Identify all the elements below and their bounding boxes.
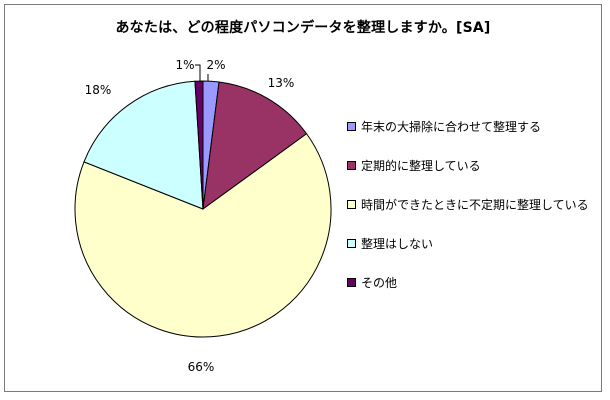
slice-data-label: 2% <box>206 58 225 72</box>
legend-item: 定期的に整理している <box>347 157 481 174</box>
slice-data-label: 66% <box>188 360 215 374</box>
pie-slice <box>202 81 308 211</box>
chart-frame: あなたは、どの程度パソコンデータを整理しますか。[SA] 2% 13% 66% 18%… <box>4 4 602 392</box>
legend-swatch <box>347 278 356 287</box>
legend-swatch <box>347 161 356 170</box>
legend-item: その他 <box>347 274 397 291</box>
pie-slice <box>194 80 204 210</box>
chart-title: あなたは、どの程度パソコンデータを整理しますか。[SA] <box>115 20 491 36</box>
pie-slice <box>83 80 204 210</box>
legend-swatch <box>347 239 356 248</box>
legend-label: 整理はしない <box>361 237 434 251</box>
slice-data-label: 18% <box>85 83 112 97</box>
slice-data-label: 13% <box>268 76 295 90</box>
legend-label: 年末の大掃除に合わせて整理する <box>361 120 542 134</box>
pie-slice <box>74 133 332 338</box>
legend-swatch <box>347 200 356 209</box>
legend-item: 年末の大掃除に合わせて整理する <box>347 118 541 135</box>
legend-label: 定期的に整理している <box>361 159 481 173</box>
legend-label: 時間ができたときに不定期に整理している <box>361 198 589 212</box>
legend-label: その他 <box>361 276 398 290</box>
legend-item: 整理はしない <box>347 235 433 252</box>
legend-item: 時間ができたときに不定期に整理している <box>347 196 589 213</box>
legend-swatch <box>347 122 356 131</box>
leader-line <box>195 64 201 81</box>
pie-chart: 2% 13% 66% 18% 1% <box>74 58 332 374</box>
slice-data-label: 1% <box>175 58 194 72</box>
